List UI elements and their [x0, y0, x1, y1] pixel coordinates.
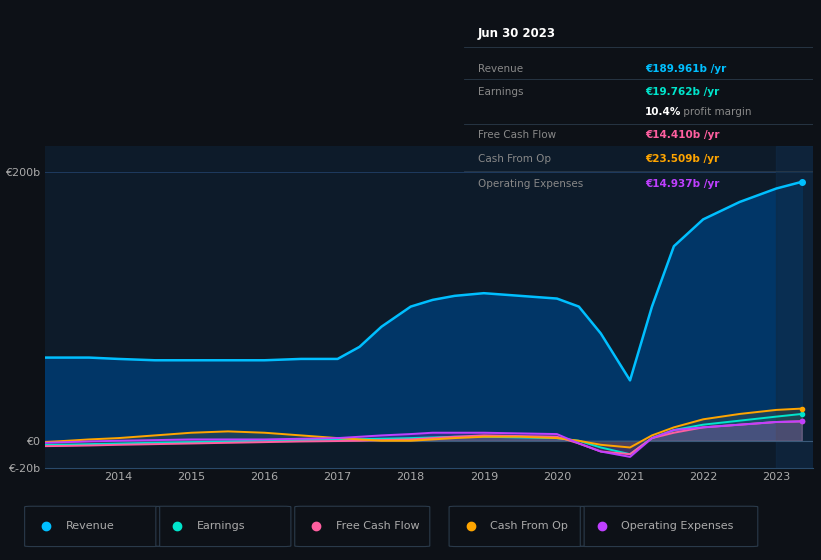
- Text: Free Cash Flow: Free Cash Flow: [336, 521, 420, 531]
- Text: Earnings: Earnings: [197, 521, 245, 531]
- Text: Revenue: Revenue: [478, 64, 523, 74]
- Bar: [776, 146, 813, 468]
- Text: Operating Expenses: Operating Expenses: [478, 179, 583, 189]
- Text: Operating Expenses: Operating Expenses: [621, 521, 733, 531]
- Text: Free Cash Flow: Free Cash Flow: [478, 130, 556, 140]
- Text: Cash From Op: Cash From Op: [490, 521, 568, 531]
- Text: Cash From Op: Cash From Op: [478, 155, 551, 165]
- Text: Earnings: Earnings: [478, 87, 523, 97]
- Text: €19.762b /yr: €19.762b /yr: [645, 87, 719, 97]
- Text: profit margin: profit margin: [680, 108, 752, 118]
- Text: Revenue: Revenue: [66, 521, 114, 531]
- Text: Jun 30 2023: Jun 30 2023: [478, 27, 556, 40]
- Text: €14.937b /yr: €14.937b /yr: [645, 179, 720, 189]
- Text: €189.961b /yr: €189.961b /yr: [645, 64, 727, 74]
- Text: 10.4%: 10.4%: [645, 108, 681, 118]
- Text: €23.509b /yr: €23.509b /yr: [645, 155, 719, 165]
- Text: €14.410b /yr: €14.410b /yr: [645, 130, 720, 140]
